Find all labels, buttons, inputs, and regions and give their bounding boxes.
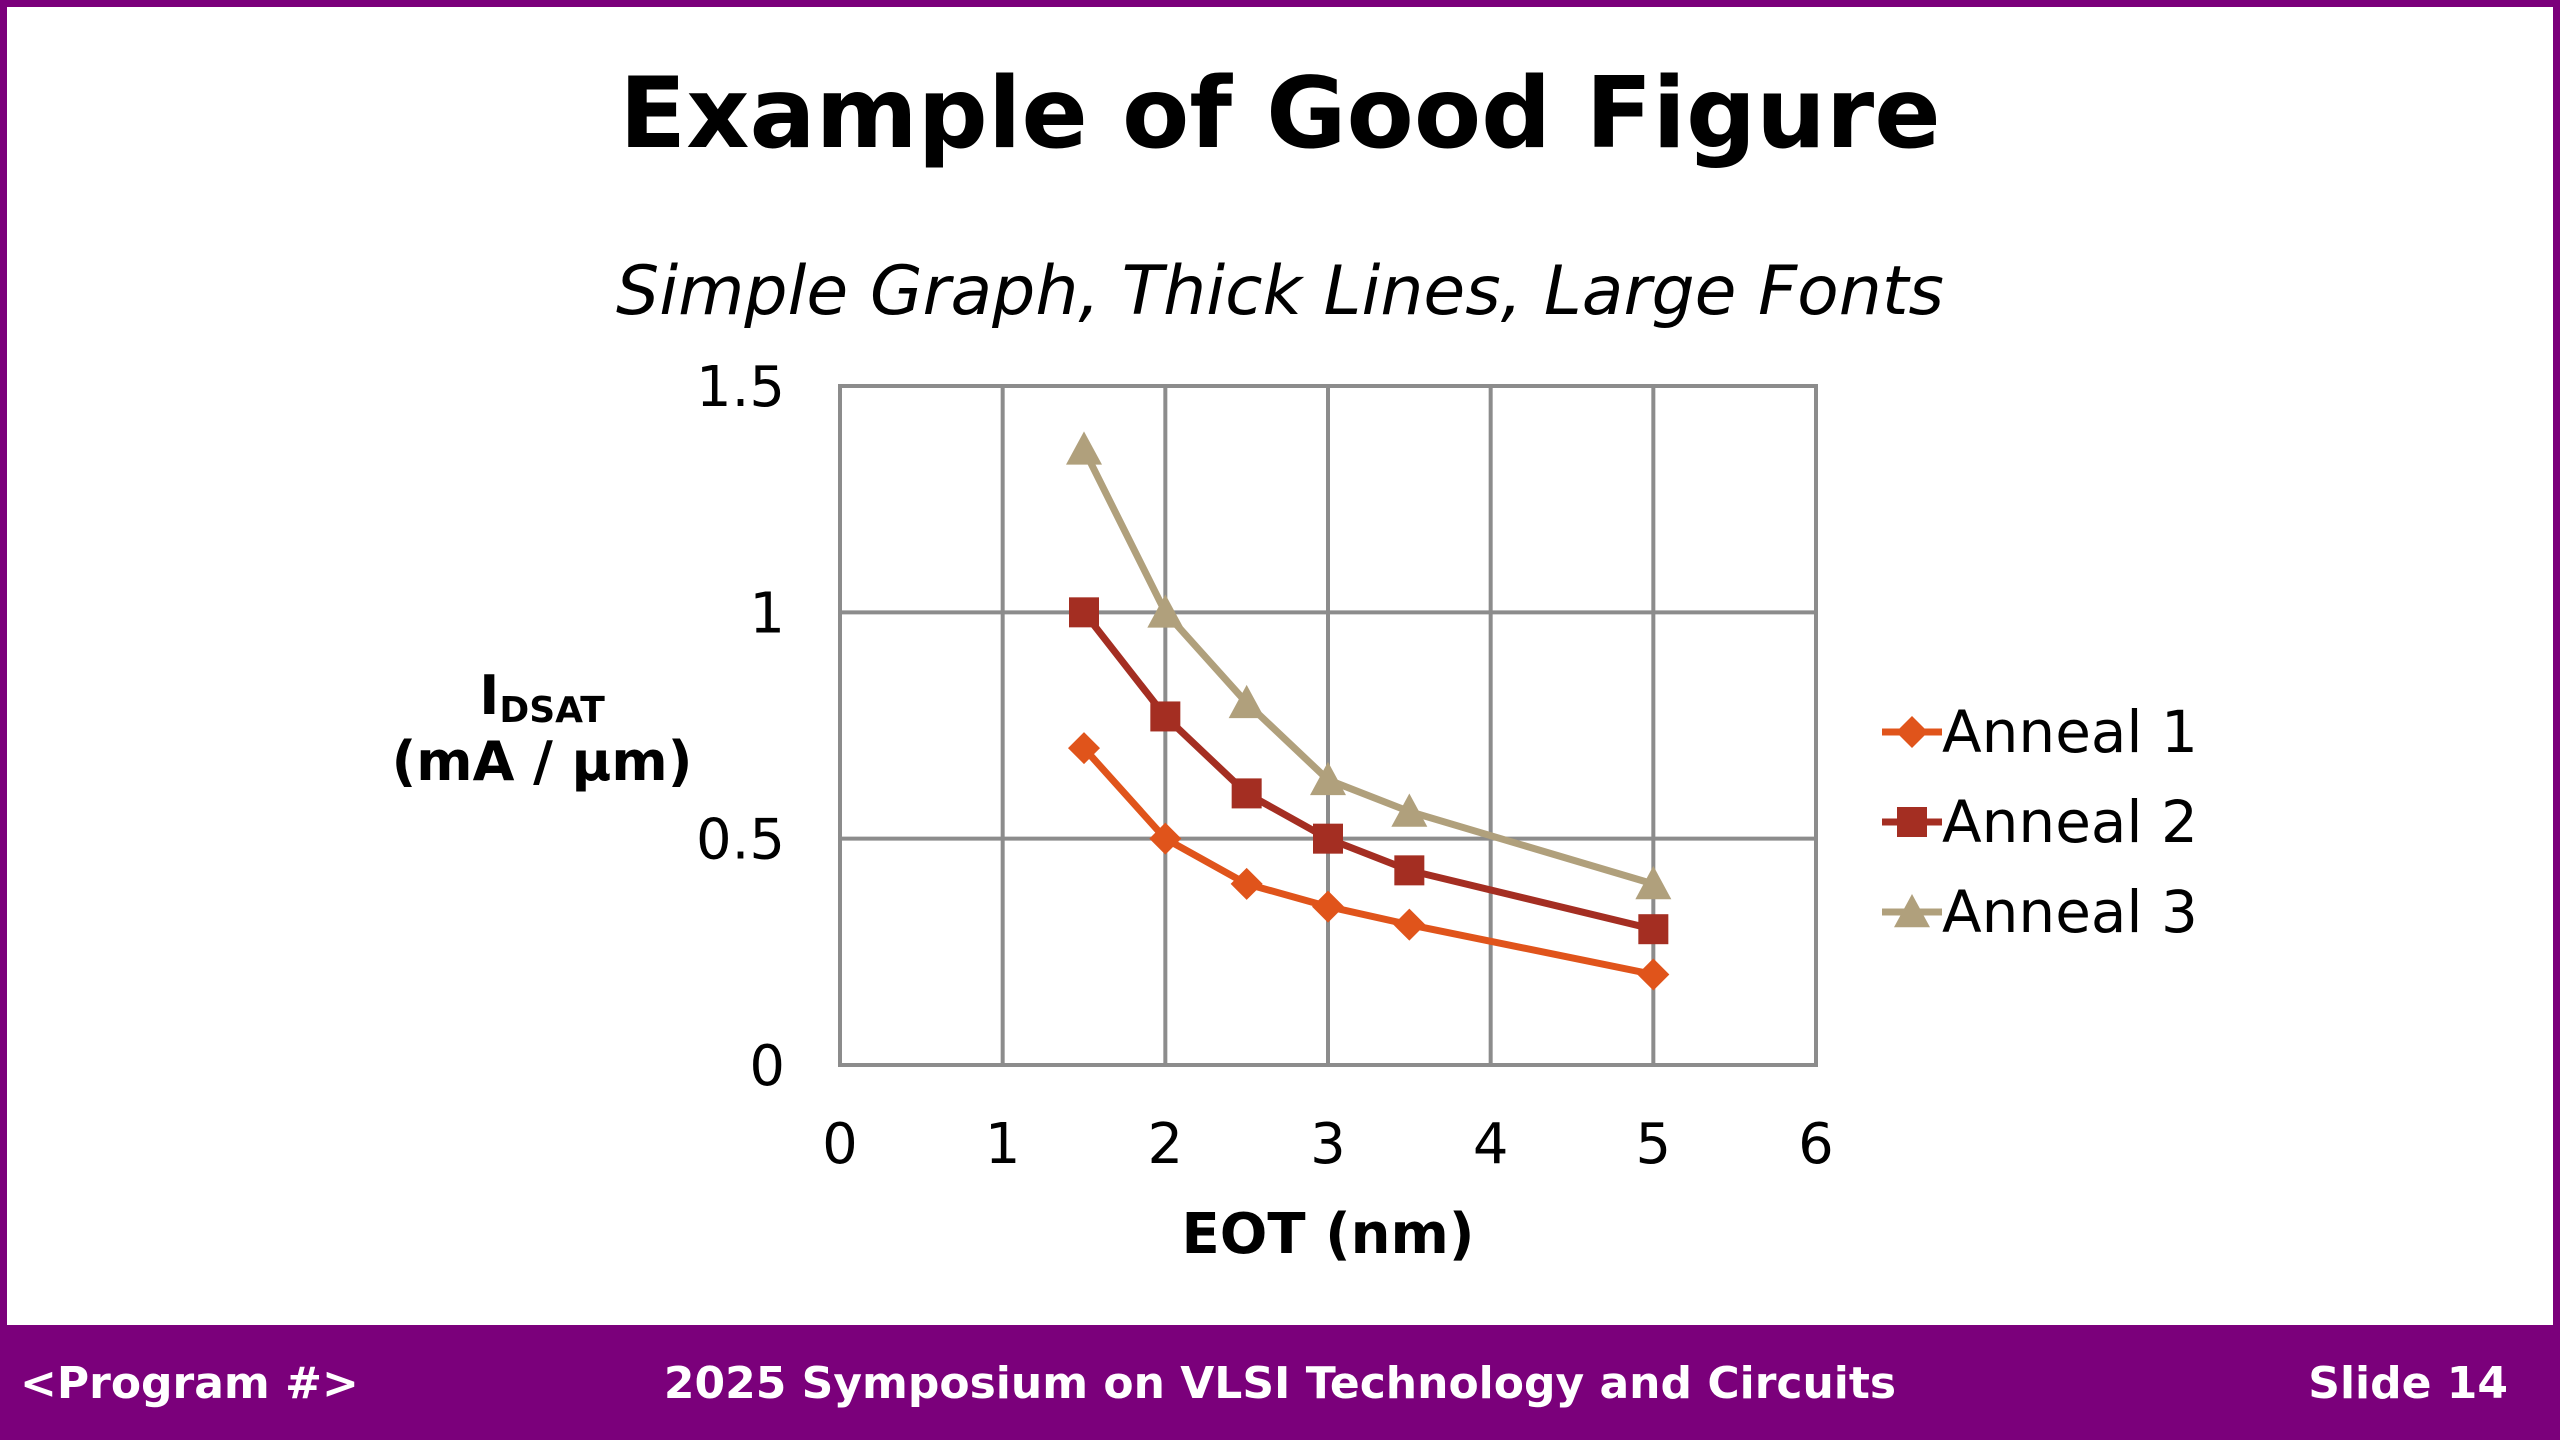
slide-subtitle: Simple Graph, Thick Lines, Large Fonts xyxy=(616,252,1944,331)
data-point-anneal-2 xyxy=(1231,778,1262,809)
data-point-anneal-2 xyxy=(1394,855,1425,886)
y-tick-label: 1.5 xyxy=(696,355,785,420)
x-tick-label: 0 xyxy=(822,1112,858,1177)
data-point-anneal-1 xyxy=(1312,890,1344,923)
y-tick-label: 0 xyxy=(749,1034,785,1099)
data-point-anneal-3 xyxy=(1228,684,1265,719)
data-point-anneal-2 xyxy=(1313,823,1343,854)
data-point-anneal-3 xyxy=(1066,431,1102,465)
legend-label: Anneal 3 xyxy=(1942,878,2198,946)
footer-slide-number: Slide 14 xyxy=(2308,1358,2508,1409)
y-axis-label-unit: (mA / µm) xyxy=(391,730,693,794)
x-tick-label: 2 xyxy=(1148,1112,1184,1177)
series-line-anneal-1 xyxy=(1081,745,1655,978)
data-point-anneal-3 xyxy=(1635,865,1672,900)
slide: Example of Good Figure Simple Graph, Thi… xyxy=(7,7,2553,1325)
slide-title: Example of Good Figure xyxy=(619,57,1941,171)
x-tick-label: 3 xyxy=(1310,1112,1346,1177)
footer-program-number: <Program #> xyxy=(20,1358,359,1409)
data-point-anneal-3 xyxy=(1310,761,1346,796)
data-point-anneal-1 xyxy=(1068,732,1100,765)
legend-marker xyxy=(1894,894,1930,928)
data-point-anneal-3 xyxy=(1391,793,1428,827)
series-line-anneal-2 xyxy=(1081,610,1655,933)
x-tick-label: 5 xyxy=(1636,1112,1672,1177)
x-tick-label: 4 xyxy=(1473,1112,1509,1177)
data-point-anneal-1 xyxy=(1393,908,1426,941)
y-tick-label: 1 xyxy=(749,581,785,646)
data-point-anneal-3 xyxy=(1147,594,1184,628)
x-tick-label: 6 xyxy=(1798,1112,1834,1177)
x-axis-label: EOT (nm) xyxy=(1182,1202,1475,1267)
legend-label: Anneal 1 xyxy=(1942,698,2198,766)
legend-marker xyxy=(1897,807,1927,837)
footer-conference-name: 2025 Symposium on VLSI Technology and Ci… xyxy=(663,1358,1897,1409)
legend-label: Anneal 2 xyxy=(1942,788,2198,856)
y-axis-label: IDSAT (mA / µm) xyxy=(337,664,747,794)
data-point-anneal-2 xyxy=(1069,597,1099,628)
footer-bar: <Program #> 2025 Symposium on VLSI Techn… xyxy=(0,1325,2560,1440)
data-point-anneal-1 xyxy=(1230,867,1263,900)
legend-marker xyxy=(1896,716,1928,748)
data-point-anneal-2 xyxy=(1638,914,1669,945)
series-line-anneal-3 xyxy=(1080,447,1655,888)
data-point-anneal-2 xyxy=(1150,701,1181,732)
data-point-anneal-1 xyxy=(1149,822,1182,855)
y-tick-label: 0.5 xyxy=(696,808,785,873)
line-chart: 0 1 2 3 4 5 6 0 0.5 1 1.5 EOT (nm) Anneal 1 Anneal 2 A… xyxy=(696,355,2198,1267)
data-point-anneal-1 xyxy=(1637,958,1670,991)
y-axis-label-main: I xyxy=(479,664,500,727)
x-tick-label: 1 xyxy=(985,1112,1021,1177)
y-axis-label-sub: DSAT xyxy=(499,690,605,731)
